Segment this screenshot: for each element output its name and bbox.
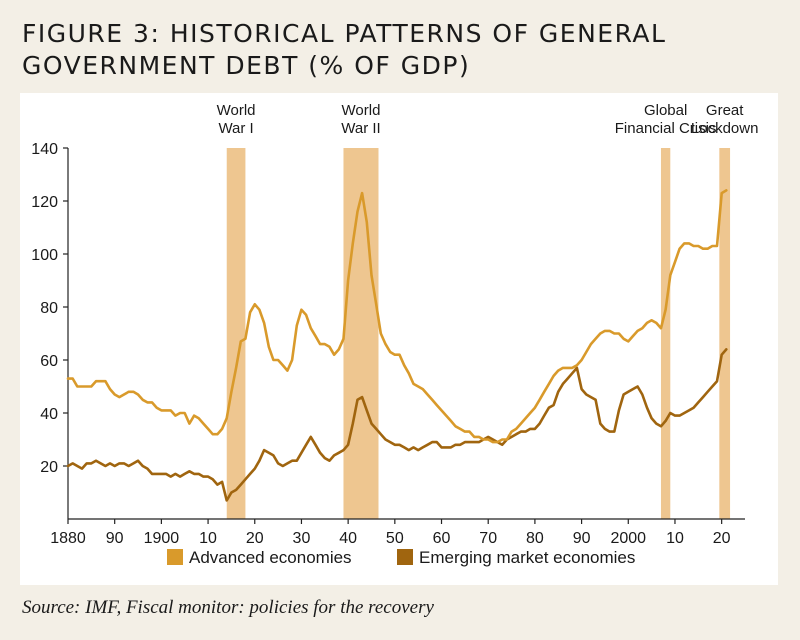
- shaded-period-3: [660, 148, 671, 519]
- y-tick-label: 100: [31, 247, 58, 264]
- series-line-emerging-market-economies: [66, 348, 728, 502]
- x-tick-label: 70: [479, 530, 497, 547]
- shaded-period-label: War II: [341, 120, 380, 137]
- legend-label: Advanced economies: [189, 548, 352, 567]
- y-tick-label: 20: [40, 459, 58, 476]
- shaded-periods: [226, 148, 731, 519]
- shaded-period-label: Great: [706, 102, 744, 119]
- figure-title: FIGURE 3: HISTORICAL PATTERNS OF GENERAL…: [22, 18, 782, 82]
- x-tick-label: 2000: [610, 530, 646, 547]
- x-tick-label: 90: [573, 530, 591, 547]
- shaded-period-label: World: [342, 102, 381, 119]
- x-tick-label: 90: [106, 530, 124, 547]
- legend: Advanced economies Emerging market econom…: [167, 548, 635, 567]
- shaded-period-label: Global: [644, 102, 687, 119]
- shaded-period-label: Lockdown: [691, 120, 759, 137]
- x-tick-label: 50: [386, 530, 404, 547]
- x-tick-label: 60: [433, 530, 451, 547]
- x-tick-label: 30: [293, 530, 311, 547]
- x-tick-label: 10: [199, 530, 217, 547]
- chart-panel: World War I World War II Global Financial Cri…: [20, 93, 778, 585]
- source-note: Source: IMF, Fiscal monitor: policies fo…: [22, 597, 434, 618]
- shaded-period-2: [343, 148, 379, 519]
- x-tick-label: 1900: [144, 530, 180, 547]
- figure-title-line-2: GOVERNMENT DEBT (% OF GDP): [22, 51, 471, 80]
- x-tick-label: 20: [246, 530, 264, 547]
- y-tick-label: 120: [31, 194, 58, 211]
- legend-swatch: [167, 549, 183, 565]
- x-tick-label: 40: [339, 530, 357, 547]
- y-tick-label: 140: [31, 141, 58, 158]
- legend-swatch: [397, 549, 413, 565]
- x-tick-label: 1880: [50, 530, 86, 547]
- y-tick-label: 60: [40, 353, 58, 370]
- series-lines: [66, 189, 728, 502]
- legend-label: Emerging market economies: [419, 548, 635, 567]
- x-tick-label: 20: [713, 530, 731, 547]
- series-line-advanced-economies: [66, 189, 728, 444]
- axes: 20 40 60 80 100 120 140 1880 90 1900 10 20 30 40 50 60 7…: [31, 141, 745, 547]
- figure-title-line-1: FIGURE 3: HISTORICAL PATTERNS OF GENERAL: [22, 19, 667, 48]
- x-tick-label: 10: [666, 530, 684, 547]
- y-tick-label: 80: [40, 300, 58, 317]
- shaded-period-label: Financial Crisis: [615, 120, 717, 137]
- shaded-period-label: World: [217, 102, 256, 119]
- shaded-period-label: War I: [218, 120, 253, 137]
- shaded-period-4: [719, 148, 731, 519]
- x-tick-label: 80: [526, 530, 544, 547]
- shaded-period-1: [226, 148, 246, 519]
- y-tick-label: 40: [40, 406, 58, 423]
